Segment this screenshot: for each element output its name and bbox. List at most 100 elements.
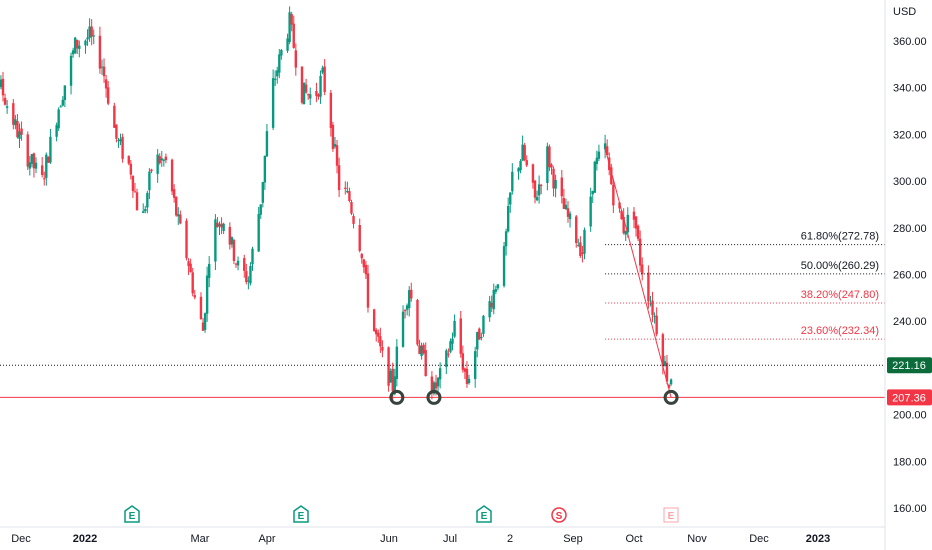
candle-body [420, 345, 423, 356]
candle-body [583, 229, 586, 254]
candle-body [372, 309, 376, 331]
candle [57, 107, 60, 131]
candle [257, 206, 260, 253]
candle-body [158, 156, 161, 164]
svg-text:E: E [298, 511, 305, 522]
candle-body [230, 237, 234, 245]
svg-text:S: S [556, 511, 563, 522]
candle [405, 303, 409, 316]
candle-body [286, 38, 289, 51]
earnings-event-icon[interactable]: E [124, 505, 140, 523]
candle [319, 70, 322, 104]
earnings-event-icon[interactable]: E [476, 505, 492, 523]
candle [480, 332, 483, 341]
candle-body [12, 103, 15, 125]
candle-body [69, 55, 73, 86]
candle-body [247, 280, 250, 282]
candle [638, 230, 642, 273]
candle-body [208, 263, 211, 278]
candle [76, 39, 79, 55]
candle [593, 160, 596, 193]
candle-body [84, 40, 87, 46]
candle [358, 218, 361, 253]
candle-body [160, 158, 163, 161]
candle [232, 238, 236, 265]
candle-body [175, 197, 178, 216]
candle [218, 221, 221, 236]
candle [453, 314, 456, 338]
candle-body [562, 198, 566, 209]
price-axis[interactable]: USD 360.00 340.00 320.00 300.00 280.00 260.00… [884, 0, 932, 550]
candle-body [626, 214, 629, 233]
candle-body [352, 216, 355, 224]
time-tick-label: Dec [11, 533, 31, 545]
candle-body [434, 382, 438, 389]
candle [531, 163, 535, 189]
candle-body [523, 145, 526, 160]
candle [504, 228, 508, 256]
candle [546, 142, 549, 191]
candle [142, 203, 145, 214]
candle-body [632, 211, 636, 220]
candle [119, 133, 122, 146]
candle [73, 36, 77, 54]
candle-body [453, 320, 456, 337]
price-tick-label: 260.00 [893, 270, 927, 282]
candle [14, 115, 17, 130]
candle [490, 295, 493, 312]
candle [649, 295, 652, 307]
candle-body [261, 182, 265, 203]
candle-body [665, 362, 669, 382]
candle-body [554, 179, 557, 189]
candle [461, 345, 465, 373]
dividend-event-icon[interactable]: S [551, 507, 567, 523]
candle-body [593, 161, 596, 193]
candle [410, 282, 413, 302]
candle-body [30, 153, 34, 164]
price-tick-label: 280.00 [893, 223, 927, 235]
candle-body [445, 350, 448, 367]
candle [271, 69, 275, 130]
candle [276, 66, 279, 84]
candle [632, 207, 636, 229]
time-axis[interactable]: Dec 2022 Mar Apr Jun Jul 2 Sep Oct Nov Dec 2023 [0, 526, 885, 545]
candle-body [191, 272, 194, 294]
low-marker-circle[interactable] [426, 389, 442, 405]
low-marker-circle[interactable] [389, 389, 405, 405]
candle [113, 102, 116, 129]
candle-body [509, 192, 512, 205]
candle [47, 156, 50, 163]
candle [121, 133, 124, 163]
candle [131, 175, 135, 198]
candle-body [119, 139, 122, 142]
candle-body [170, 159, 174, 192]
candle [40, 157, 44, 178]
low-marker-circle[interactable] [663, 389, 679, 405]
candle-body [502, 246, 506, 286]
candle-body [259, 204, 262, 215]
candle-body [430, 376, 434, 394]
candle-body [47, 156, 50, 163]
candle [636, 224, 640, 242]
candle-body [575, 216, 578, 243]
trend-line[interactable] [604, 148, 672, 398]
earnings-event-icon[interactable]: E [293, 505, 309, 523]
candle-body [5, 106, 9, 108]
candle [523, 142, 526, 162]
earnings-upcoming-event-icon[interactable]: E [663, 507, 679, 523]
candle-body [335, 145, 339, 166]
candle [179, 210, 182, 225]
candle-body [205, 275, 209, 314]
candle-body [40, 165, 44, 175]
candle [577, 238, 580, 247]
candle [533, 180, 537, 204]
candle-body [560, 177, 564, 197]
candle-body [131, 175, 135, 192]
candle-body [494, 289, 498, 292]
time-tick-label: 2 [507, 533, 513, 545]
candle [651, 291, 654, 323]
candle-body [290, 14, 293, 25]
candle [463, 367, 467, 380]
